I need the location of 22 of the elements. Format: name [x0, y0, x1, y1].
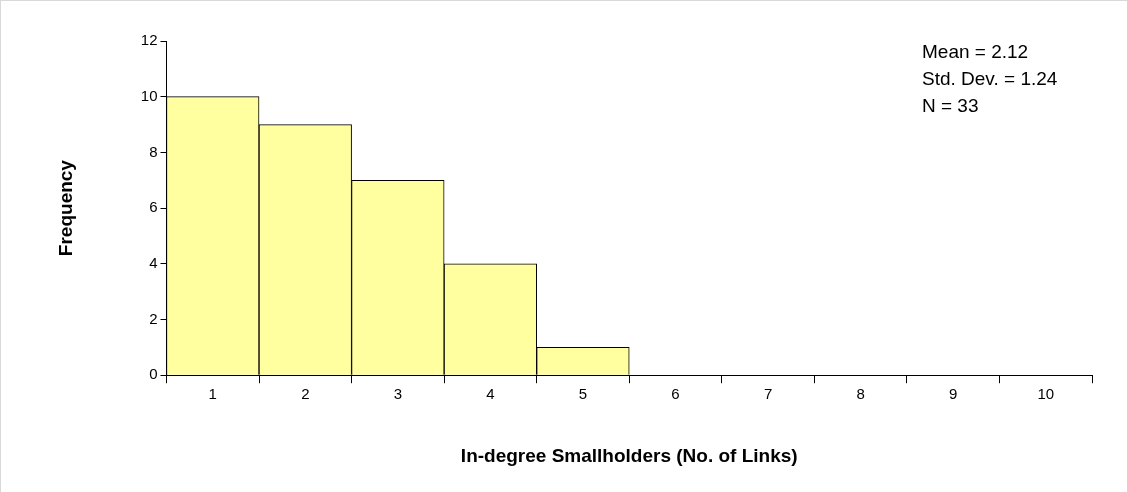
annotation: N = 33 [922, 95, 979, 117]
x-tick-label: 2 [301, 385, 310, 403]
y-tick-label: 12 [140, 31, 158, 49]
x-tick-label: 10 [1037, 385, 1055, 403]
x-axis-title: In-degree Smallholders (No. of Links) [460, 444, 798, 466]
x-tick-label: 9 [949, 385, 958, 403]
y-axis-title: Frequency [54, 159, 76, 257]
y-tick-label: 0 [149, 365, 158, 383]
y-tick-label: 10 [140, 86, 158, 104]
x-tick-label: 1 [208, 385, 217, 403]
y-tick-label: 6 [149, 198, 158, 216]
x-tick-label: 6 [671, 385, 680, 403]
annotation: Std. Dev. = 1.24 [922, 68, 1058, 90]
x-tick-label: 7 [763, 385, 773, 403]
y-tick-label: 8 [149, 142, 158, 160]
x-tick-label: 5 [578, 385, 588, 403]
x-tick-label: 3 [393, 385, 403, 403]
x-tick-label: 8 [856, 385, 865, 403]
y-tick-label: 4 [149, 253, 158, 271]
y-tick-label: 2 [149, 309, 158, 327]
annotation: Mean = 2.12 [922, 41, 1029, 63]
x-tick-label: 4 [486, 385, 495, 403]
